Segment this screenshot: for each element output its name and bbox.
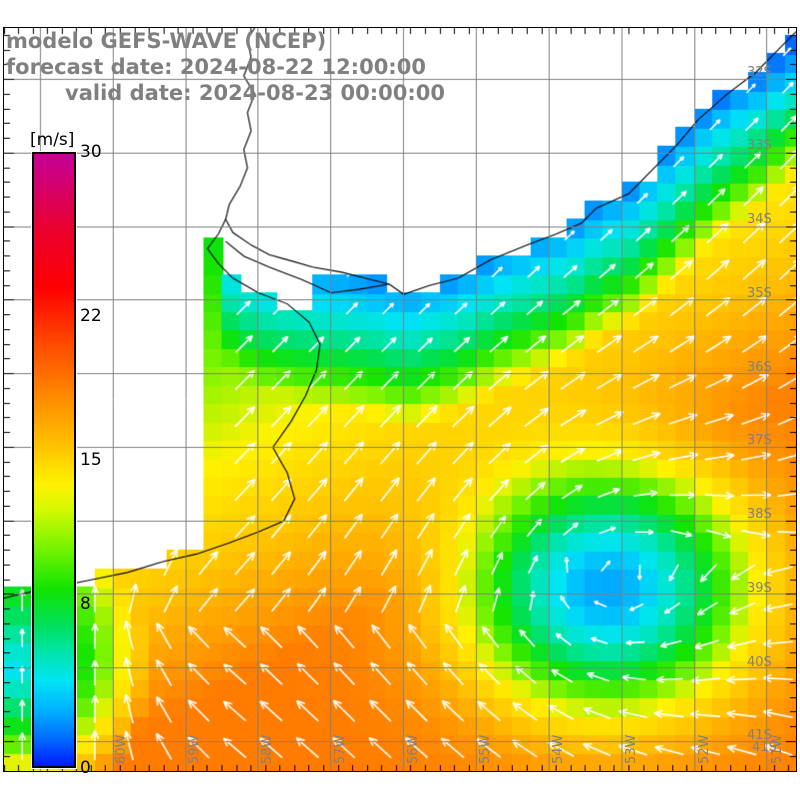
lon-label-56W: 56W bbox=[405, 734, 421, 764]
lat-label-33S: 33S bbox=[747, 138, 772, 154]
lat-label-39S: 39S bbox=[747, 580, 772, 596]
map-frame bbox=[3, 27, 797, 772]
lat-label-38S: 38S bbox=[747, 507, 772, 523]
lon-label-59W: 59W bbox=[187, 734, 203, 764]
lon-label-60W: 60W bbox=[114, 734, 130, 764]
lat-label-36S: 36S bbox=[747, 359, 772, 375]
colorbar-gradient bbox=[31, 151, 77, 769]
lon-label-54W: 54W bbox=[551, 734, 567, 764]
lat-label-34S: 34S bbox=[747, 212, 772, 228]
lon-label-52W: 52W bbox=[697, 734, 713, 764]
colorbar-tick-8: 8 bbox=[80, 593, 91, 614]
lon-label-53W: 53W bbox=[624, 734, 640, 764]
colorbar bbox=[31, 151, 77, 769]
lat-label-37S: 37S bbox=[747, 433, 772, 449]
colorbar-tick-30: 30 bbox=[80, 142, 102, 162]
wind-speed-heatmap-canvas bbox=[4, 28, 796, 771]
colorbar-tick-22: 22 bbox=[80, 306, 102, 327]
lon-label-57W: 57W bbox=[332, 734, 348, 764]
lat-label-35S: 35S bbox=[747, 285, 772, 301]
lon-label-58W: 58W bbox=[259, 734, 275, 764]
corner-lat-label: 41S bbox=[752, 740, 777, 755]
colorbar-tick-15: 15 bbox=[80, 450, 102, 470]
lat-label-40S: 40S bbox=[747, 654, 772, 670]
lon-label-55W: 55W bbox=[478, 734, 494, 764]
colorbar-unit-label: [m/s] bbox=[30, 130, 75, 150]
lat-label-41S: 41S bbox=[747, 728, 772, 744]
lat-label-32S: 32S bbox=[747, 64, 772, 80]
colorbar-tick-0: 0 bbox=[80, 758, 91, 778]
